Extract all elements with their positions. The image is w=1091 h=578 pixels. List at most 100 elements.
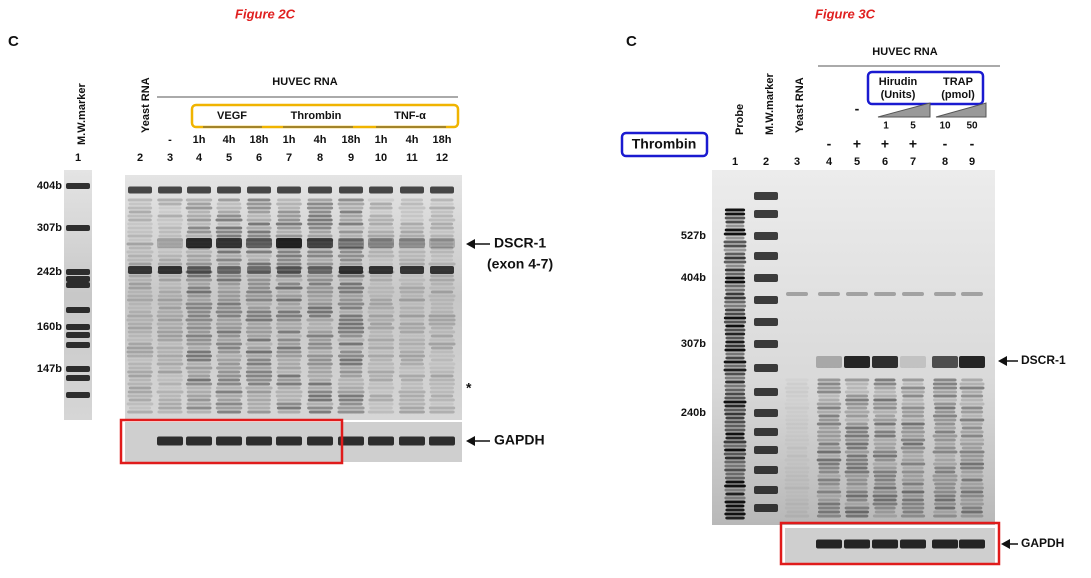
- figure-title: Figure 3C: [815, 6, 876, 21]
- gel-band: [158, 306, 182, 310]
- gel-band: [430, 242, 454, 246]
- lane-number: 3: [167, 152, 173, 164]
- gel-band: [368, 242, 394, 246]
- gel-band: [187, 298, 211, 302]
- gel-band: [307, 436, 333, 446]
- gel-band: [961, 506, 983, 510]
- gel-band: [308, 366, 332, 370]
- gel-band: [128, 374, 152, 378]
- gel-band: [932, 539, 958, 549]
- gel-band: [367, 362, 395, 366]
- gel-band: [369, 282, 393, 286]
- gel-band: [247, 266, 271, 274]
- gel-band: [277, 386, 301, 390]
- gel-band: [187, 398, 211, 402]
- gel-band: [128, 378, 152, 382]
- gel-band: [128, 274, 152, 278]
- gel-band: [158, 274, 182, 278]
- gel-band: [816, 402, 842, 406]
- gel-band: [187, 378, 211, 382]
- gel-band: [845, 402, 869, 406]
- gel-band: [158, 290, 182, 294]
- gel-band: [723, 304, 747, 308]
- gel-band: [430, 306, 454, 310]
- asterisk: *: [466, 380, 472, 396]
- gel-band: [369, 294, 393, 298]
- gel-band: [128, 406, 152, 410]
- gel-band: [960, 494, 984, 498]
- gel-band: [816, 494, 842, 498]
- gel-band: [307, 362, 333, 366]
- gel-band: [961, 422, 983, 426]
- gel-band: [157, 358, 183, 362]
- lane-condition: 4h: [223, 134, 236, 146]
- gel-band: [277, 410, 301, 414]
- gel-band: [307, 270, 333, 274]
- gel-band: [430, 274, 454, 278]
- gel-band: [185, 234, 213, 238]
- gel-band: [217, 266, 241, 270]
- gel-band: [276, 436, 302, 446]
- gel-band: [844, 356, 870, 368]
- gel-band: [902, 292, 924, 296]
- gel-band: [215, 386, 243, 390]
- gel-band: [217, 286, 241, 290]
- gel-band: [216, 330, 242, 334]
- gel-band: [337, 202, 365, 206]
- gel-band: [933, 490, 957, 494]
- gel-band: [368, 436, 394, 446]
- gel-band: [215, 218, 243, 222]
- gel-band: [934, 446, 956, 450]
- lane-number: 4: [826, 156, 833, 168]
- gel-band: [338, 378, 364, 382]
- gel-band: [902, 378, 924, 382]
- gel-band: [277, 218, 301, 222]
- gel-band: [307, 294, 333, 298]
- gel-band: [398, 242, 426, 246]
- gel-band: [430, 210, 454, 214]
- thrombin-sign: +: [881, 136, 889, 152]
- gel-band: [724, 268, 746, 272]
- panel-letter: C: [8, 33, 19, 50]
- gel-band: [276, 262, 302, 266]
- gel-band: [787, 463, 808, 466]
- gel-band: [217, 294, 241, 298]
- gel-band: [874, 482, 896, 486]
- gel-band: [306, 354, 334, 358]
- gel-band: [874, 478, 896, 482]
- treatment: (Units): [881, 89, 916, 101]
- gel-band: [786, 454, 808, 458]
- gel-band: [215, 406, 243, 410]
- gel-band: [275, 306, 303, 310]
- gel-band: [245, 354, 273, 358]
- gel-band: [156, 322, 184, 326]
- gel-band: [724, 344, 746, 348]
- gel-band: [724, 488, 746, 492]
- gel-band: [307, 234, 333, 238]
- gel-band: [872, 462, 898, 466]
- highlight-box: [779, 521, 1001, 566]
- gel-band: [157, 374, 183, 378]
- gel-band: [307, 302, 333, 306]
- lane-number: 9: [969, 156, 975, 168]
- gel-band: [156, 362, 184, 366]
- gel-band: [398, 286, 426, 290]
- gel-band: [126, 250, 154, 254]
- gel-band: [185, 270, 213, 274]
- gel-band: [247, 406, 271, 410]
- gel-band: [66, 375, 90, 381]
- gel-band: [961, 446, 983, 450]
- gel-band: [367, 346, 395, 350]
- lane-number: 10: [375, 152, 387, 164]
- gel-band: [725, 340, 745, 344]
- gel-band: [186, 326, 212, 330]
- gel-band: [187, 202, 211, 206]
- gel-band: [158, 230, 182, 234]
- gel-band: [339, 366, 363, 370]
- gel-band: [185, 278, 213, 282]
- gel-band: [217, 262, 241, 266]
- gel-band: [430, 402, 454, 406]
- gel-band: [874, 434, 896, 438]
- gel-band: [338, 206, 364, 210]
- gel-band: [723, 364, 747, 368]
